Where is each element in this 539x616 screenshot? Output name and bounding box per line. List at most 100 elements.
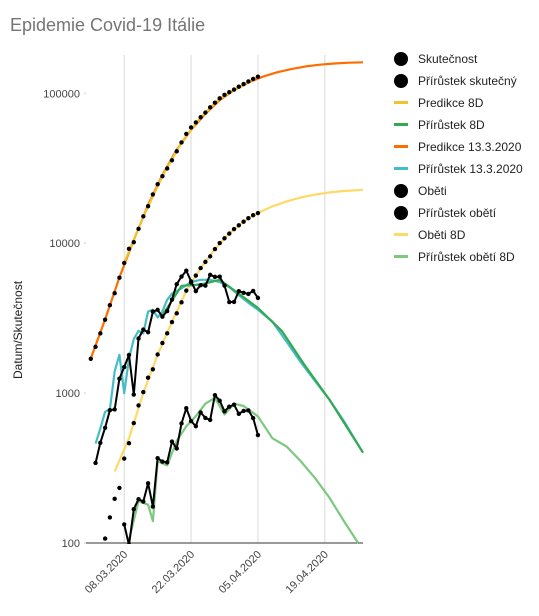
legend-symbol xyxy=(392,140,410,154)
data-point xyxy=(155,455,160,461)
data-point xyxy=(150,367,156,372)
x-tick-label: 19.04.2020 xyxy=(283,549,330,596)
data-point xyxy=(246,79,251,84)
data-point xyxy=(222,283,227,288)
data-point xyxy=(188,125,194,130)
x-tick-label: 08.03.2020 xyxy=(83,549,130,596)
legend-symbol xyxy=(392,52,410,66)
data-point xyxy=(203,110,208,115)
data-point xyxy=(160,459,165,464)
data-point xyxy=(164,460,170,465)
legend-symbol xyxy=(392,118,410,132)
data-point xyxy=(141,214,146,219)
data-point xyxy=(241,408,246,414)
data-point xyxy=(122,456,127,461)
series-line xyxy=(161,278,364,454)
legend-item: Přírůstek 13.3.2020 xyxy=(392,162,532,176)
data-point xyxy=(250,415,256,421)
data-point xyxy=(207,272,213,277)
data-point xyxy=(255,295,261,301)
data-point xyxy=(112,407,117,412)
legend-label: Přírůstek 8D xyxy=(418,118,485,132)
y-tick-label: 100000 xyxy=(43,88,80,100)
legend-item: Oběti 8D xyxy=(392,228,532,242)
data-point xyxy=(179,274,184,279)
data-point xyxy=(155,307,160,313)
data-point xyxy=(236,223,242,228)
data-point xyxy=(188,279,194,284)
data-point xyxy=(241,290,246,295)
data-point xyxy=(184,288,189,293)
grid xyxy=(84,55,363,544)
legend-symbol xyxy=(392,162,410,176)
data-point xyxy=(227,231,232,236)
data-point xyxy=(179,421,184,426)
data-point xyxy=(250,213,256,218)
legend-label: Skutečnost xyxy=(418,52,478,66)
data-point xyxy=(193,424,199,429)
legend-item: Přírůstek 8D xyxy=(392,118,532,132)
data-point xyxy=(222,409,227,414)
data-point xyxy=(145,330,151,335)
data-point xyxy=(212,392,218,398)
series-line xyxy=(94,278,364,454)
data-point xyxy=(198,115,203,120)
data-point xyxy=(246,215,251,221)
data-point xyxy=(150,309,156,314)
data-point xyxy=(126,441,132,446)
data-point xyxy=(127,542,131,544)
data-point xyxy=(145,481,151,486)
data-point xyxy=(217,398,222,403)
data-point xyxy=(88,356,93,361)
data-point xyxy=(203,415,208,421)
legend-item: Skutečnost xyxy=(392,52,532,66)
data-point xyxy=(179,300,184,305)
y-tick-label: 10000 xyxy=(49,238,80,250)
data-point xyxy=(122,260,127,266)
data-point xyxy=(160,314,165,319)
legend-item: Přírůstek obětí 8D xyxy=(392,250,532,264)
data-point xyxy=(145,203,151,209)
plot-area xyxy=(88,61,364,544)
data-point xyxy=(164,331,170,336)
data-point xyxy=(141,327,146,332)
data-point xyxy=(98,440,103,446)
data-point xyxy=(212,274,218,280)
data-point xyxy=(164,308,170,314)
legend-label: Přírůstek skutečný xyxy=(418,74,517,88)
data-point xyxy=(136,496,141,502)
data-point xyxy=(184,405,189,411)
data-point xyxy=(255,74,261,79)
data-point xyxy=(126,246,132,252)
legend-symbol xyxy=(392,250,410,264)
data-point xyxy=(169,297,175,302)
legend: Skutečnost Přírůstek skutečný Predikce 8D P… xyxy=(392,52,532,272)
data-point xyxy=(141,499,146,504)
data-point xyxy=(227,404,232,409)
data-point xyxy=(241,219,246,224)
series-line xyxy=(89,61,364,359)
legend-item: Predikce 8D xyxy=(392,96,532,110)
data-point xyxy=(250,76,256,82)
data-point xyxy=(107,407,113,413)
data-point xyxy=(241,81,246,87)
data-point xyxy=(198,410,203,415)
data-point xyxy=(107,302,113,308)
legend-label: Oběti xyxy=(418,184,447,198)
data-point xyxy=(160,340,165,346)
data-point xyxy=(169,158,175,163)
y-tick-label: 100 xyxy=(62,538,80,550)
series-line xyxy=(113,188,364,472)
data-point xyxy=(207,105,213,110)
data-point xyxy=(227,89,232,95)
legend-symbol xyxy=(392,184,410,198)
data-point xyxy=(236,411,242,417)
data-point xyxy=(122,364,127,370)
data-point xyxy=(141,389,146,395)
legend-label: Přírůstek obětí xyxy=(418,206,497,220)
data-point xyxy=(217,274,222,279)
data-point xyxy=(231,402,237,407)
legend-label: Predikce 13.3.2020 xyxy=(418,140,522,154)
